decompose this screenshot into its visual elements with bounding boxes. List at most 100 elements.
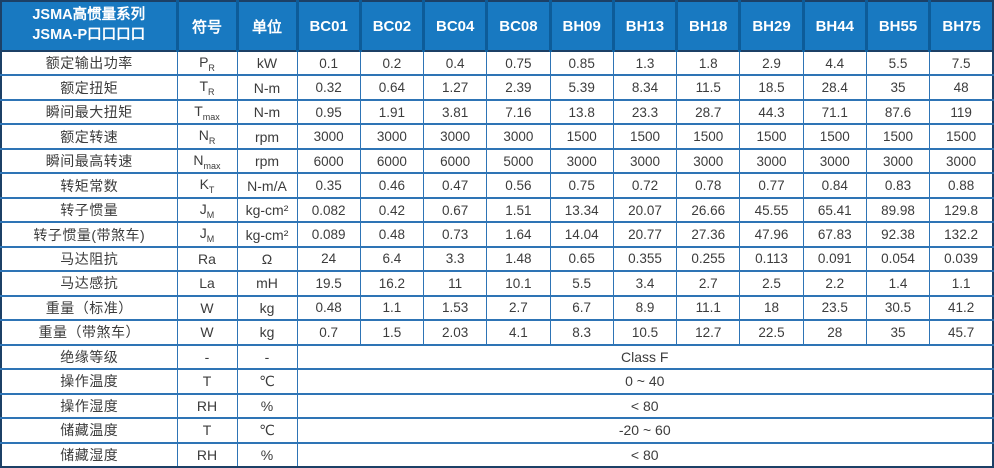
value-cell: 5.39 — [549, 74, 614, 101]
unit-cell: rpm — [236, 123, 298, 150]
value-cell: 35 — [865, 74, 931, 101]
row-label: 马达感抗 — [0, 270, 178, 297]
value-cell: 0.2 — [359, 49, 425, 76]
value-cell: 1500 — [612, 123, 678, 150]
value-cell: 44.3 — [739, 98, 804, 125]
value-cell: 0.56 — [486, 172, 551, 199]
value-cell: 13.8 — [549, 98, 614, 125]
value-cell: 2.7 — [486, 294, 551, 321]
symbol-cell: La — [176, 270, 238, 297]
value-cell: 71.1 — [802, 98, 867, 125]
value-cell: 1.91 — [359, 98, 425, 125]
row-label: 瞬间最大扭矩 — [0, 98, 178, 125]
value-cell: 28 — [802, 319, 867, 346]
row-label: 重量（标准） — [0, 294, 178, 321]
value-cell: 3.81 — [423, 98, 488, 125]
spec-row: 马达感抗 La mH 19.5 16.2 11 10.1 5.5 3.4 2.7 2.5 2.2 1.4… — [0, 270, 994, 297]
unit-cell: kW — [236, 49, 298, 76]
symbol-cell: Tmax — [176, 98, 238, 125]
value-cell: 3000 — [612, 147, 678, 174]
row-label: 转子惯量(带煞车) — [0, 221, 178, 248]
model-header-bc02: BC02 — [358, 1, 424, 52]
value-cell: 1.51 — [486, 196, 551, 223]
row-label: 重量（带煞车） — [0, 319, 178, 346]
spec-row: 瞬间最高转速 Nmax rpm 6000 6000 6000 5000 3000 3000 300… — [0, 147, 994, 174]
value-cell: 28.7 — [676, 98, 741, 125]
model-header-bh29: BH29 — [738, 1, 804, 52]
value-cell: 3000 — [929, 147, 994, 174]
value-cell: 11 — [423, 270, 488, 297]
value-cell: 0.47 — [423, 172, 488, 199]
value-cell: 11.5 — [676, 74, 741, 101]
value-cell: 16.2 — [359, 270, 425, 297]
value-cell: 6000 — [423, 147, 488, 174]
value-cell: 0.113 — [739, 245, 804, 272]
value-cell: 10.5 — [612, 319, 678, 346]
value-cell: 2.2 — [802, 270, 867, 297]
value-cell: 0.355 — [612, 245, 678, 272]
symbol-cell: - — [176, 343, 238, 370]
spec-row: 转子惯量 JM kg-cm² 0.082 0.42 0.67 1.51 13.34 20.07 2… — [0, 196, 994, 223]
value-cell: 8.9 — [612, 294, 678, 321]
value-cell: 1.5 — [359, 319, 425, 346]
value-cell: 0.75 — [486, 49, 551, 76]
value-cell: 23.3 — [612, 98, 678, 125]
value-cell: 0.67 — [423, 196, 488, 223]
spec-row: 转子惯量(带煞车) JM kg-cm² 0.089 0.48 0.73 1.64 14.04 2… — [0, 221, 994, 248]
value-cell: 1.48 — [486, 245, 551, 272]
value-cell: 0.7 — [296, 319, 361, 346]
symbol-cell: W — [176, 319, 238, 346]
unit-cell: N-m — [236, 74, 298, 101]
value-cell: 0.72 — [612, 172, 678, 199]
spec-merged-row: 操作温度 T ℃ 0 ~ 40 — [0, 368, 994, 395]
row-label: 操作温度 — [0, 368, 178, 395]
value-cell: 0.88 — [929, 172, 994, 199]
value-cell: 0.73 — [423, 221, 488, 248]
unit-cell: N-m/A — [236, 172, 298, 199]
row-label: 额定输出功率 — [0, 49, 178, 76]
value-cell: 45.7 — [929, 319, 994, 346]
value-cell: 2.39 — [486, 74, 551, 101]
value-cell: 20.07 — [612, 196, 678, 223]
value-cell: 3000 — [359, 123, 425, 150]
value-cell: 1.53 — [423, 294, 488, 321]
value-cell: 89.98 — [865, 196, 931, 223]
value-cell: 12.7 — [676, 319, 741, 346]
value-cell: 0.091 — [802, 245, 867, 272]
unit-column-header: 单位 — [235, 1, 297, 52]
unit-cell: N-m — [236, 98, 298, 125]
symbol-cell: RH — [176, 392, 238, 419]
value-cell: 6.4 — [359, 245, 425, 272]
unit-cell: kg — [236, 294, 298, 321]
unit-cell: kg-cm² — [236, 196, 298, 223]
symbol-cell: T — [176, 368, 238, 395]
value-cell: 0.46 — [359, 172, 425, 199]
value-cell: 19.5 — [296, 270, 361, 297]
value-cell: 6.7 — [549, 294, 614, 321]
symbol-column-header: 符号 — [175, 1, 237, 52]
value-cell: 0.64 — [359, 74, 425, 101]
row-label: 转矩常数 — [0, 172, 178, 199]
row-label: 瞬间最高转速 — [0, 147, 178, 174]
value-cell: 1.8 — [676, 49, 741, 76]
value-cell: 45.55 — [739, 196, 804, 223]
unit-cell: rpm — [236, 147, 298, 174]
header-row: JSMA高惯量系列 JSMA-P口口口口 符号 单位 BC01 BC02 BC04 B… — [1, 1, 993, 52]
spec-row: 额定转速 NR rpm 3000 3000 3000 3000 1500 1500 1500 150… — [0, 123, 994, 150]
row-label: 储藏温度 — [0, 417, 178, 444]
symbol-cell: JM — [176, 221, 238, 248]
value-cell: 26.66 — [676, 196, 741, 223]
value-cell: 5000 — [486, 147, 551, 174]
model-header-bc08: BC08 — [485, 1, 551, 52]
value-cell: 1.3 — [612, 49, 678, 76]
symbol-cell: KT — [176, 172, 238, 199]
merged-value-cell: < 80 — [296, 392, 994, 419]
merged-value-cell: < 80 — [296, 441, 994, 468]
value-cell: 1.27 — [423, 74, 488, 101]
row-label: 额定转速 — [0, 123, 178, 150]
value-cell: 2.7 — [676, 270, 741, 297]
value-cell: 0.83 — [865, 172, 931, 199]
value-cell: 0.48 — [296, 294, 361, 321]
value-cell: 0.42 — [359, 196, 425, 223]
